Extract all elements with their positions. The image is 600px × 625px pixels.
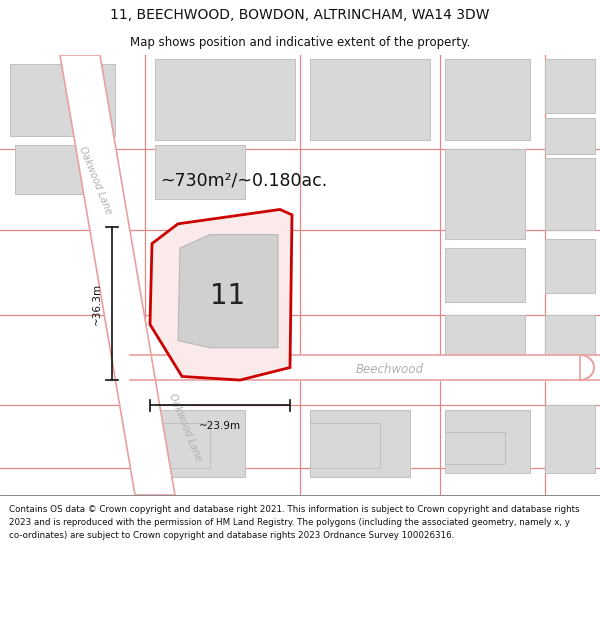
Text: 11, BEECHWOOD, BOWDON, ALTRINCHAM, WA14 3DW: 11, BEECHWOOD, BOWDON, ALTRINCHAM, WA14 … <box>110 8 490 22</box>
Bar <box>310 59 430 140</box>
Bar <box>155 423 210 468</box>
Polygon shape <box>178 234 278 348</box>
Bar <box>445 59 530 140</box>
Bar <box>445 316 525 378</box>
Bar <box>445 410 530 472</box>
Text: Beechwood: Beechwood <box>356 362 424 376</box>
Bar <box>545 405 595 472</box>
Text: Contains OS data © Crown copyright and database right 2021. This information is : Contains OS data © Crown copyright and d… <box>9 506 580 540</box>
Bar <box>445 149 525 239</box>
Bar <box>445 432 505 464</box>
Text: ~730m²/~0.180ac.: ~730m²/~0.180ac. <box>160 172 327 190</box>
Bar <box>545 158 595 230</box>
Bar <box>545 59 595 113</box>
Text: ~23.9m: ~23.9m <box>199 421 241 431</box>
Bar <box>10 64 115 136</box>
Bar <box>155 145 245 199</box>
Polygon shape <box>150 209 292 380</box>
Text: ~36.3m: ~36.3m <box>92 282 102 325</box>
Bar <box>545 239 595 293</box>
Bar <box>445 248 525 302</box>
Polygon shape <box>60 55 175 495</box>
Text: Oakwood Lane: Oakwood Lane <box>167 392 203 463</box>
Text: 11: 11 <box>211 282 245 309</box>
Bar <box>310 423 380 468</box>
Bar <box>155 59 295 140</box>
Text: Map shows position and indicative extent of the property.: Map shows position and indicative extent… <box>130 36 470 49</box>
Bar <box>310 410 410 477</box>
Wedge shape <box>580 355 594 380</box>
Bar <box>545 316 595 374</box>
Bar <box>15 145 90 194</box>
Bar <box>155 410 245 477</box>
Bar <box>545 118 595 154</box>
Text: Oakwood Lane: Oakwood Lane <box>77 146 113 216</box>
